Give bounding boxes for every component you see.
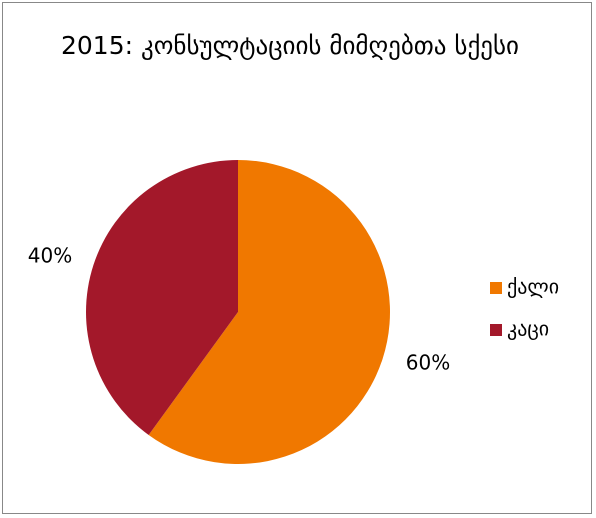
legend-label: კაცი — [507, 317, 549, 341]
chart-title: 2015: კონსულტაციის მიმღებთა სქესი — [60, 31, 519, 60]
legend-label: ქალი — [507, 275, 559, 299]
data-label: 60% — [406, 351, 450, 375]
pie-slice — [148, 160, 390, 464]
data-label: 40% — [28, 244, 72, 268]
legend-swatch — [490, 282, 502, 294]
pie-slice — [86, 160, 239, 435]
legend-swatch — [490, 324, 502, 336]
chart-frame — [2, 2, 592, 514]
